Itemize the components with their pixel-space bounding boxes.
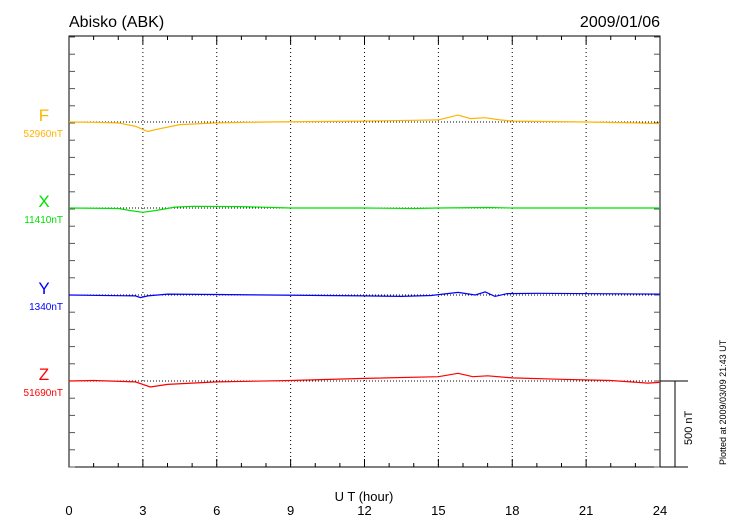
axes: 0 3 6 9 12 15 18 21 24 bbox=[65, 35, 667, 518]
series-labels: F 52960nT X 11410nT Y 1340nT Z 51690nT bbox=[24, 106, 63, 399]
series-f-baseline-value: 52960nT bbox=[24, 129, 63, 140]
series-y-name: Y bbox=[38, 279, 49, 298]
series-z-baseline-value: 51690nT bbox=[24, 388, 63, 399]
plotted-timestamp: Plotted at 2009/03/09 21:43 UT bbox=[718, 339, 728, 465]
series-z-line bbox=[68, 372, 661, 388]
x-tick-label: 0 bbox=[65, 503, 72, 518]
traces bbox=[68, 114, 661, 388]
scale-bar-label: 500 nT bbox=[683, 410, 695, 445]
x-tick-label: 24 bbox=[653, 503, 667, 518]
scale-bar: 500 nT bbox=[660, 380, 695, 468]
grid bbox=[69, 36, 660, 467]
x-tick-label: 18 bbox=[505, 503, 519, 518]
series-y-baseline-value: 1340nT bbox=[29, 302, 63, 313]
series-x-name: X bbox=[38, 192, 49, 211]
station-title: Abisko (ABK) bbox=[69, 14, 164, 31]
x-tick-label: 6 bbox=[213, 503, 220, 518]
x-tick-label: 9 bbox=[287, 503, 294, 518]
x-axis-label: U T (hour) bbox=[335, 489, 394, 504]
x-tick-label: 15 bbox=[431, 503, 445, 518]
series-y-line bbox=[68, 291, 661, 299]
x-tick-label: 21 bbox=[579, 503, 593, 518]
series-x-baseline-value: 11410nT bbox=[24, 215, 63, 226]
x-tick-label: 3 bbox=[139, 503, 146, 518]
series-f-line bbox=[68, 114, 661, 133]
series-z-name: Z bbox=[39, 365, 49, 384]
date-title: 2009/01/06 bbox=[580, 14, 660, 31]
series-f-name: F bbox=[39, 106, 49, 125]
series-x-line bbox=[68, 205, 660, 213]
x-tick-label: 12 bbox=[357, 503, 371, 518]
